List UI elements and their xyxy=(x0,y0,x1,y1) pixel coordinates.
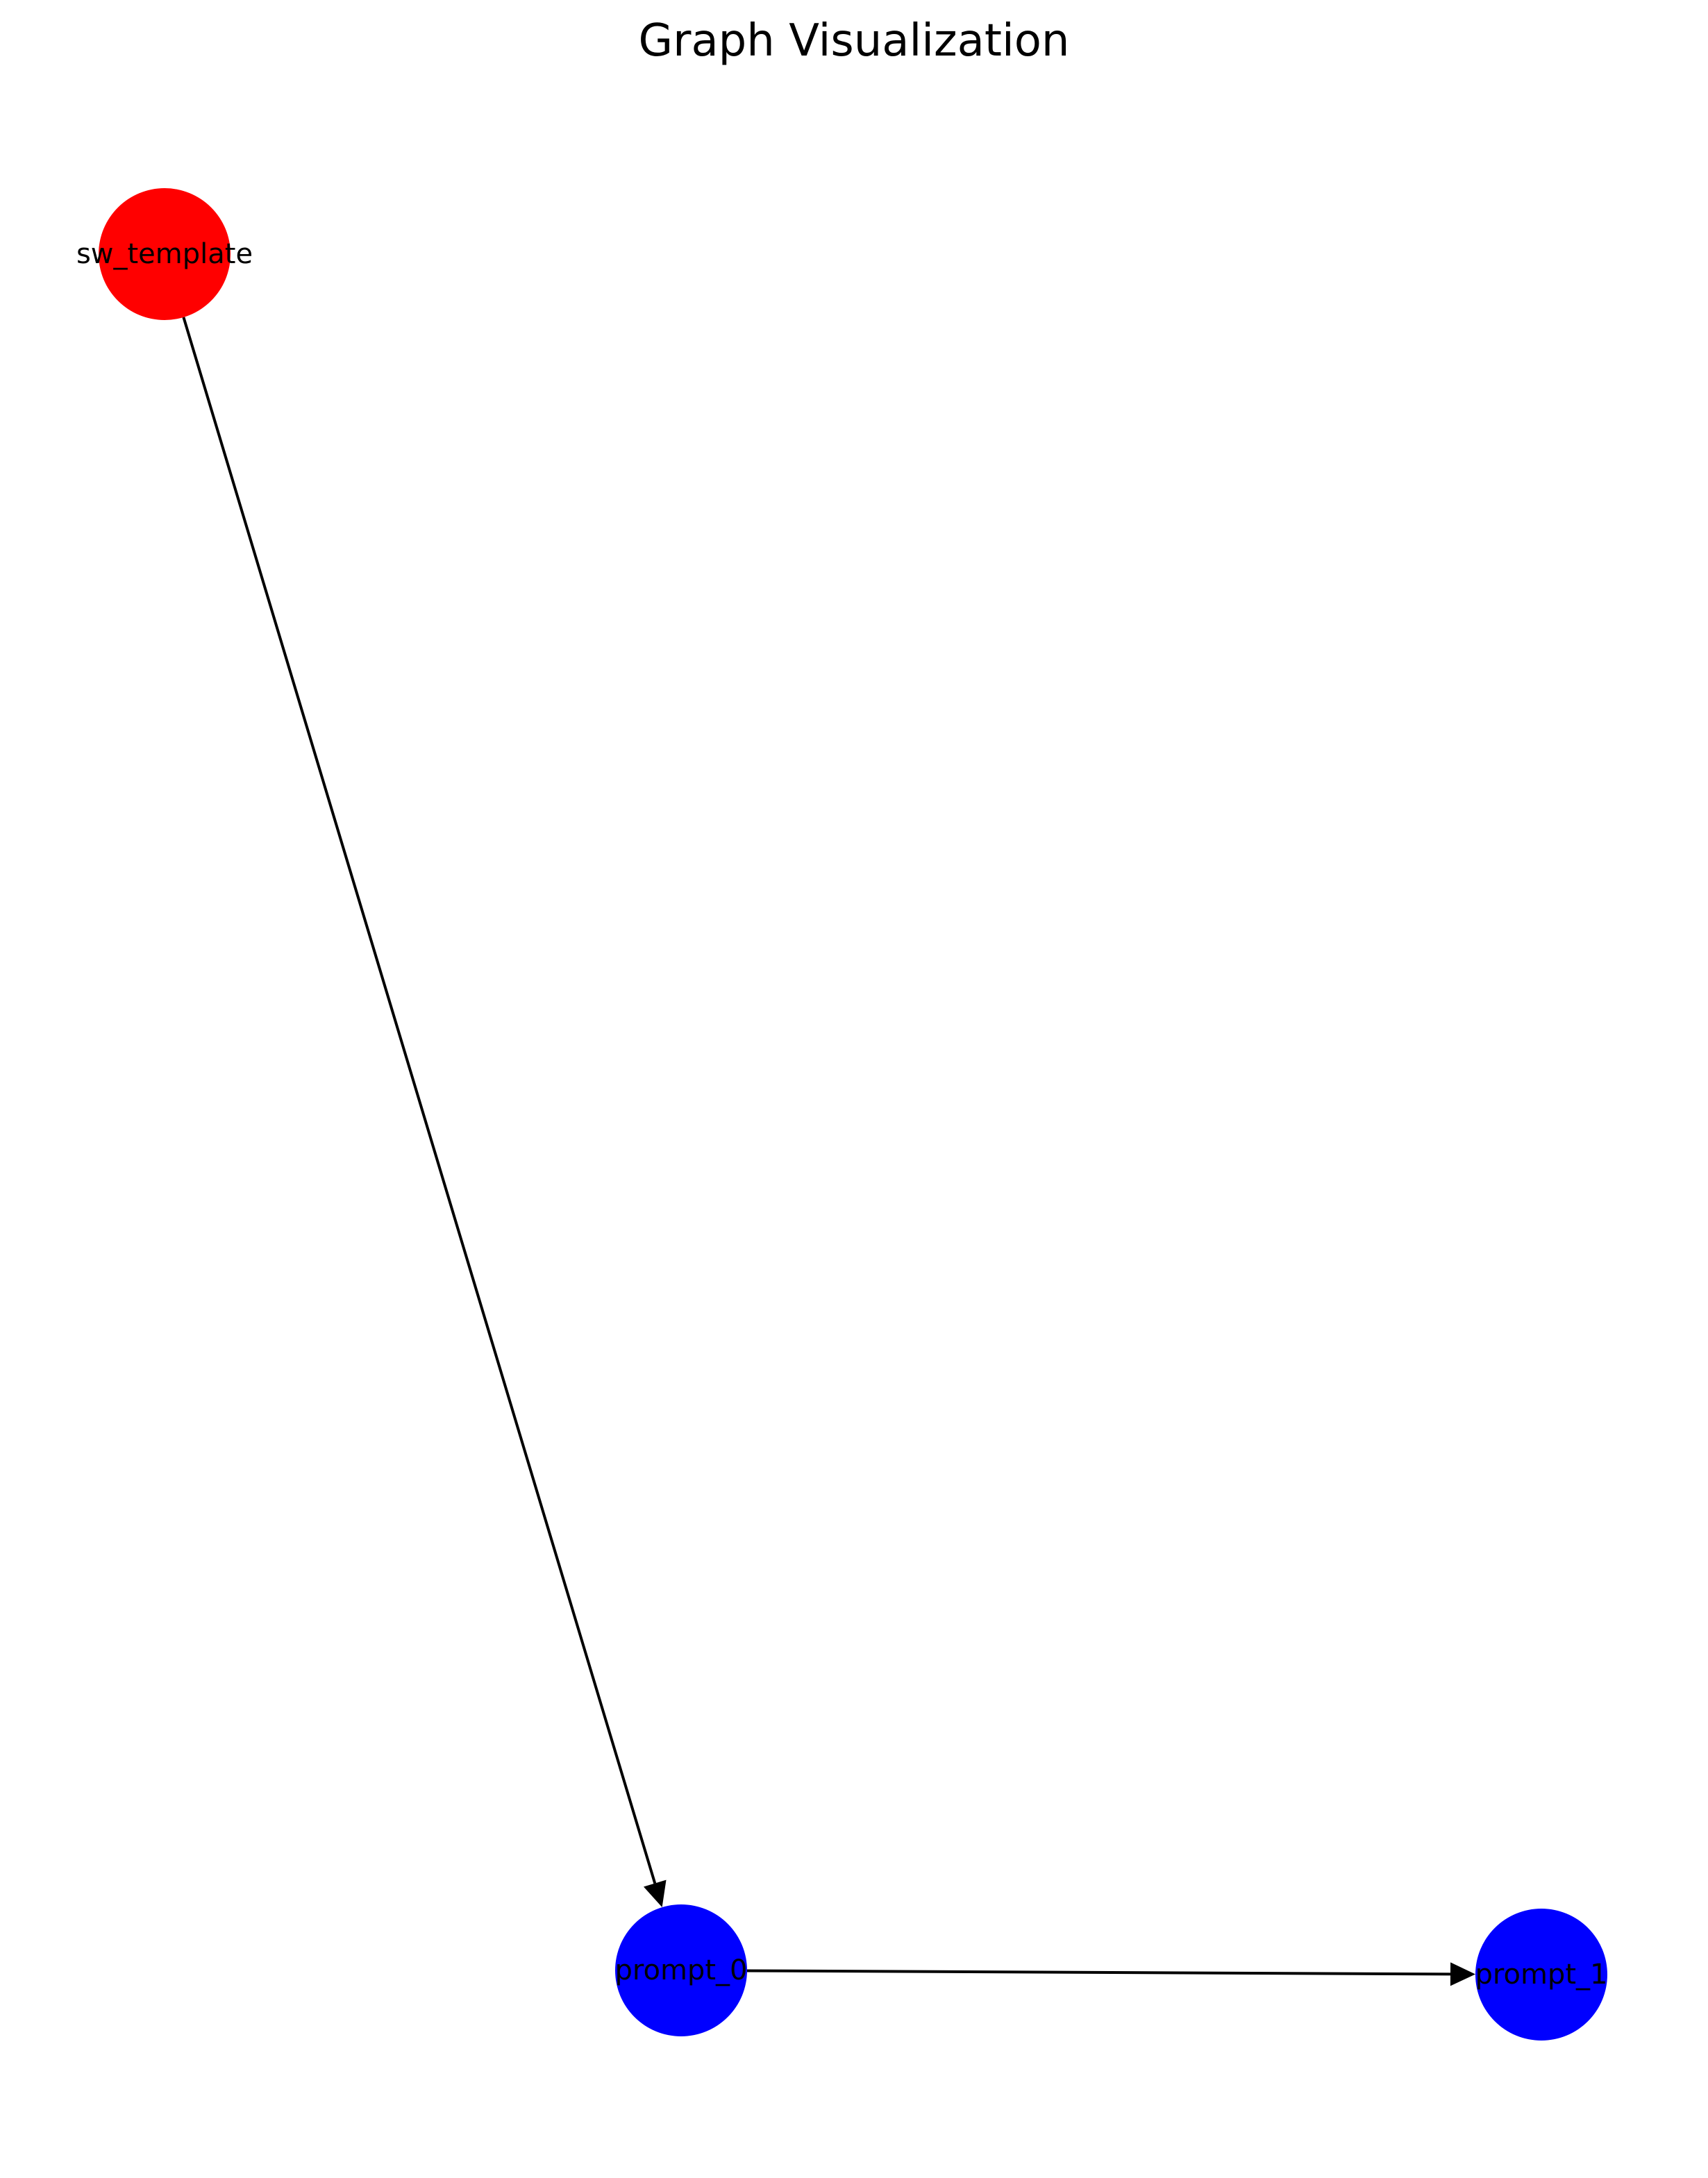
node-sw_template: sw_template xyxy=(76,188,253,320)
node-label: sw_template xyxy=(76,238,253,270)
diagram-title: Graph Visualization xyxy=(639,15,1070,67)
node-circle xyxy=(1475,1909,1607,2041)
nodes-layer: sw_template prompt_0 prompt_1 xyxy=(76,188,1608,2041)
edge-line xyxy=(746,1969,1451,1976)
edges-layer xyxy=(182,317,1476,1986)
node-prompt_0: prompt_0 xyxy=(615,1904,748,2036)
arrowhead-icon xyxy=(643,1879,667,1908)
edge-line xyxy=(182,317,657,1884)
node-label: prompt_0 xyxy=(615,1954,748,1986)
edge-sw_template-to-prompt_0 xyxy=(182,317,667,1908)
edge-prompt_0-to-prompt_1 xyxy=(746,1962,1476,1986)
node-label: prompt_1 xyxy=(1475,1959,1608,1991)
node-circle xyxy=(615,1904,747,2036)
node-circle xyxy=(99,188,231,320)
node-prompt_1: prompt_1 xyxy=(1475,1909,1608,2041)
arrowhead-icon xyxy=(1450,1962,1476,1986)
